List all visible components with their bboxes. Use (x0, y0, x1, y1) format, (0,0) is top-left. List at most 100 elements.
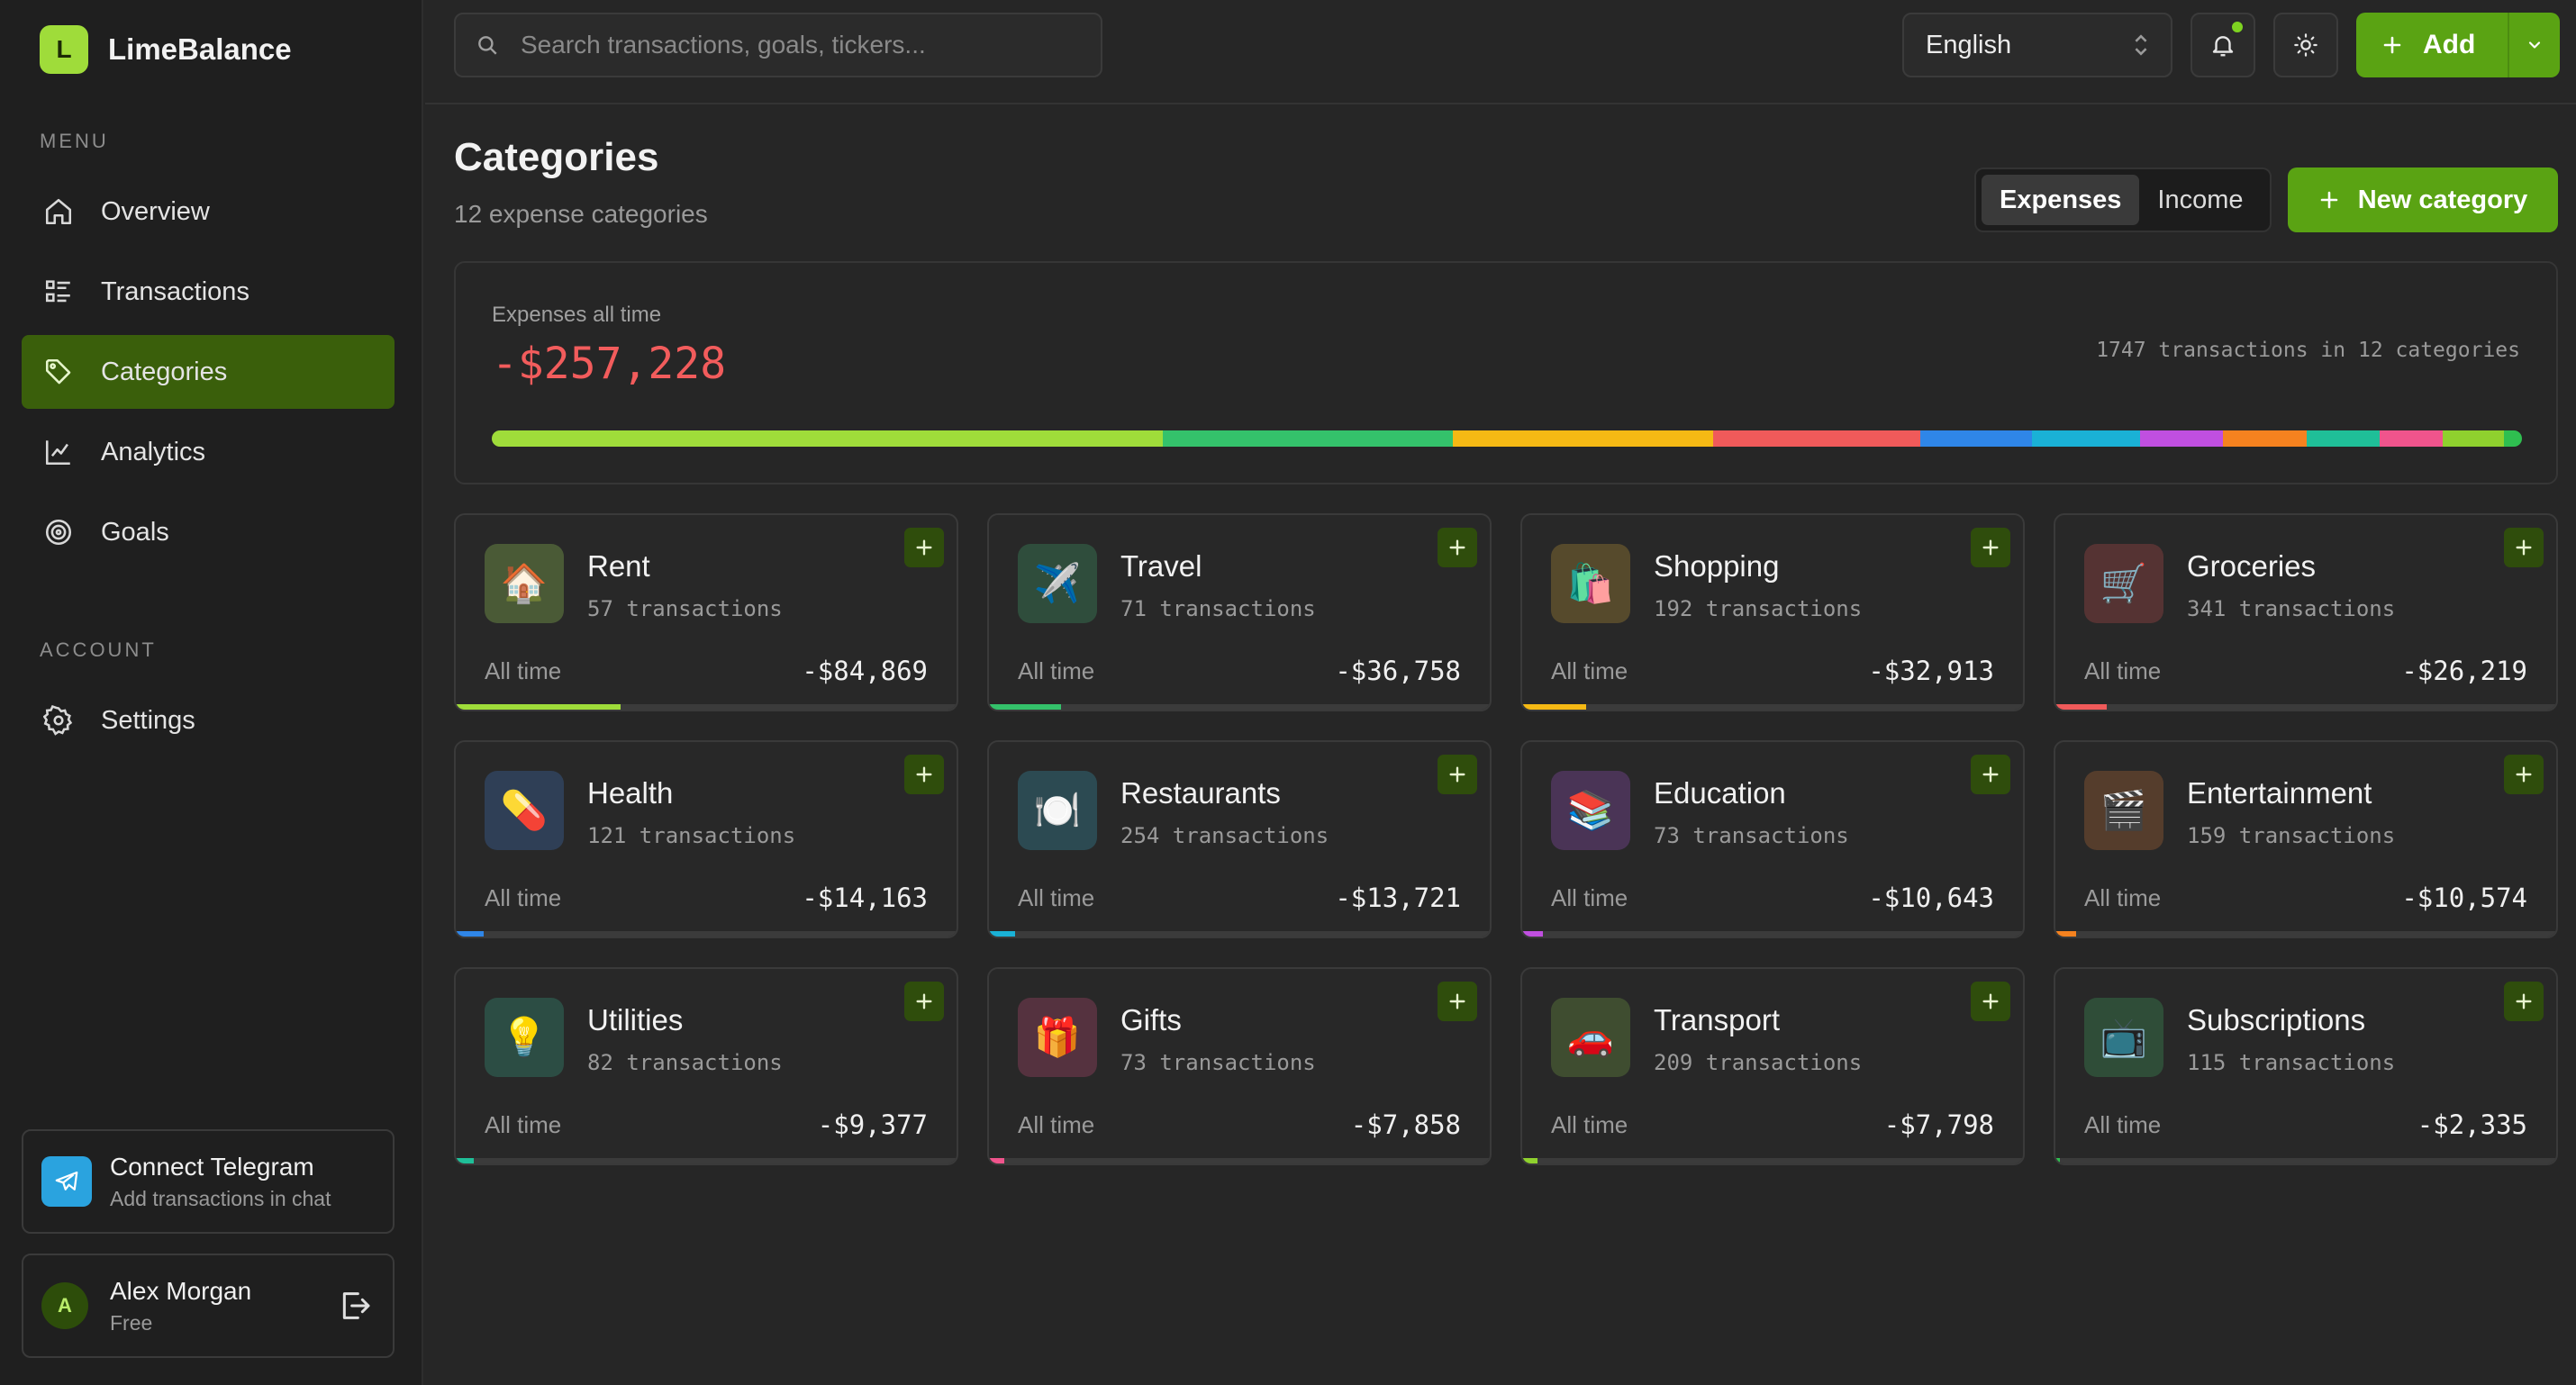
category-share-fill (1522, 704, 1587, 710)
user-card: A Alex Morgan Free (22, 1254, 395, 1358)
plus-icon (1449, 539, 1465, 556)
category-share-track (456, 1158, 957, 1163)
search-icon (478, 36, 497, 55)
plus-icon (2383, 36, 2401, 54)
category-card-subscriptions[interactable]: 📺 Subscriptions 115 transactions All time -$… (2054, 967, 2558, 1165)
category-share-track (2055, 1158, 2556, 1163)
category-share-fill (456, 1158, 475, 1163)
category-share-track (2055, 931, 2556, 937)
brand-name: LimeBalance (108, 32, 292, 66)
category-transaction-count: 115 transactions (2187, 1050, 2396, 1075)
distribution-segment-entertainment (2223, 430, 2307, 447)
sidebar-item-categories[interactable]: Categories (22, 335, 395, 409)
category-amount: -$10,643 (1868, 883, 1994, 913)
category-card-groceries[interactable]: 🛒 Groceries 341 transactions All time -$26,2… (2054, 513, 2558, 711)
category-icon: 🛍️ (1551, 544, 1630, 623)
notifications-button[interactable] (2191, 13, 2255, 77)
sidebar-item-overview[interactable]: Overview (22, 175, 395, 249)
add-transaction-button[interactable] (1971, 755, 2010, 794)
sidebar-item-analytics[interactable]: Analytics (22, 415, 395, 489)
category-card-gifts[interactable]: 🎁 Gifts 73 transactions All time -$7,858 (987, 967, 1492, 1165)
brand[interactable]: L LimeBalance (40, 25, 292, 74)
add-transaction-button[interactable] (1971, 528, 2010, 567)
category-icon: 🎁 (1018, 998, 1097, 1077)
page-title: Categories (454, 135, 659, 179)
category-card-entertainment[interactable]: 🎬 Entertainment 159 transactions All time -$… (2054, 740, 2558, 938)
category-share-track (1522, 931, 2023, 937)
add-transaction-button[interactable] (1438, 528, 1477, 567)
category-amount: -$14,163 (802, 883, 928, 913)
category-card-travel[interactable]: ✈️ Travel 71 transactions All time -$36,758 (987, 513, 1492, 711)
account-section-label: ACCOUNT (40, 638, 157, 661)
add-transaction-button[interactable] (1438, 982, 1477, 1021)
logout-icon[interactable] (337, 1288, 373, 1324)
menu-section-label: MENU (40, 130, 109, 152)
list-icon (45, 280, 70, 303)
search-input[interactable] (521, 31, 1097, 59)
bell-icon (2212, 36, 2234, 57)
add-transaction-button[interactable] (1438, 755, 1477, 794)
toggle-income[interactable]: Income (2157, 185, 2244, 214)
category-name: Subscriptions (2187, 1003, 2366, 1036)
distribution-segment-gifts (2380, 430, 2443, 447)
category-icon: 🎬 (2084, 771, 2163, 850)
summary-total: -$257,228 (492, 339, 727, 389)
category-share-track (989, 931, 1490, 937)
add-transaction-button[interactable] (2504, 982, 2544, 1021)
category-transaction-count: 71 transactions (1120, 596, 1316, 621)
add-transaction-button[interactable] (904, 755, 944, 794)
category-transaction-count: 192 transactions (1654, 596, 1863, 621)
category-card-health[interactable]: 💊 Health 121 transactions All time -$14,163 (454, 740, 958, 938)
add-transaction-button[interactable] (1971, 982, 2010, 1021)
search-box[interactable] (454, 13, 1102, 77)
notification-dot (2230, 20, 2245, 34)
sidebar-item-label: Settings (101, 705, 195, 735)
toggle-expenses[interactable]: Expenses (1982, 175, 2140, 225)
category-amount: -$9,377 (817, 1109, 928, 1140)
category-period: All time (1551, 1111, 1628, 1138)
category-share-fill (2055, 931, 2076, 937)
connect-telegram-card[interactable]: Connect Telegram Add transactions in cha… (22, 1129, 395, 1234)
new-category-button[interactable]: New category (2288, 167, 2558, 232)
category-amount: -$13,721 (1335, 883, 1461, 913)
category-period: All time (1018, 1111, 1095, 1138)
category-transaction-count: 254 transactions (1120, 823, 1329, 848)
add-button[interactable]: Add (2356, 13, 2560, 77)
add-transaction-button[interactable] (904, 982, 944, 1021)
plus-icon (2516, 539, 2532, 556)
category-share-track (456, 931, 957, 937)
distribution-segment-restaurants (2032, 430, 2140, 447)
category-card-transport[interactable]: 🚗 Transport 209 transactions All time -$7,79… (1520, 967, 2025, 1165)
add-main-button[interactable]: Add (2356, 13, 2509, 77)
category-card-shopping[interactable]: 🛍️ Shopping 192 transactions All time -$32,9… (1520, 513, 2025, 711)
category-period: All time (1551, 657, 1628, 684)
sidebar-item-goals[interactable]: Goals (22, 495, 395, 569)
category-share-fill (2055, 704, 2107, 710)
distribution-segment-utilities (2306, 430, 2381, 447)
category-share-fill (989, 931, 1016, 937)
category-name: Restaurants (1120, 776, 1281, 810)
add-transaction-button[interactable] (2504, 755, 2544, 794)
add-transaction-button[interactable] (2504, 528, 2544, 567)
theme-toggle-button[interactable] (2273, 13, 2338, 77)
home-icon (45, 198, 72, 225)
language-select[interactable]: English (1902, 13, 2172, 77)
avatar[interactable]: A (41, 1282, 88, 1329)
plus-icon (1449, 766, 1465, 783)
add-dropdown-toggle[interactable] (2509, 36, 2560, 54)
distribution-segment-subscriptions (2503, 430, 2522, 447)
plus-icon (2516, 766, 2532, 783)
add-transaction-button[interactable] (904, 528, 944, 567)
category-card-restaurants[interactable]: 🍽️ Restaurants 254 transactions All time -$1… (987, 740, 1492, 938)
category-card-education[interactable]: 📚 Education 73 transactions All time -$10,64… (1520, 740, 2025, 938)
sidebar-item-label: Goals (101, 517, 169, 547)
category-card-rent[interactable]: 🏠 Rent 57 transactions All time -$84,869 (454, 513, 958, 711)
category-name: Groceries (2187, 549, 2317, 583)
plus-icon (1982, 539, 1999, 556)
category-share-fill (989, 1158, 1005, 1163)
sidebar-item-settings[interactable]: Settings (22, 683, 395, 757)
category-card-utilities[interactable]: 💡 Utilities 82 transactions All time -$9,377 (454, 967, 958, 1165)
sidebar: L LimeBalance MENU Overview Transactions… (0, 0, 423, 1385)
plus-icon (916, 539, 932, 556)
sidebar-item-transactions[interactable]: Transactions (22, 255, 395, 329)
